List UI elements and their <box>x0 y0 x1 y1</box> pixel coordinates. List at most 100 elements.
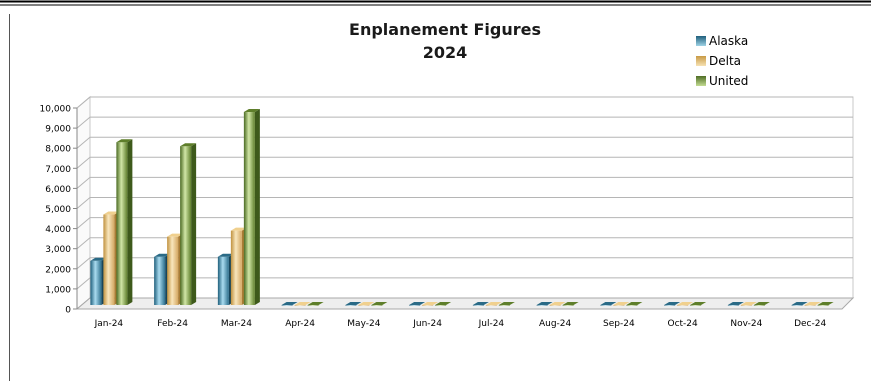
bar-alaska-Jul-24 <box>472 305 484 306</box>
bar-alaska-Jun-24 <box>409 305 421 306</box>
bar-top-united <box>753 302 770 305</box>
x-tick-label: May-24 <box>347 319 380 329</box>
legend-swatch-delta <box>696 56 706 66</box>
bar-top-delta <box>613 302 630 305</box>
bar-top-alaska <box>472 302 489 305</box>
x-tick-label: Jul-24 <box>478 319 505 329</box>
x-tick-label: Jun-24 <box>412 319 442 329</box>
bar-top-alaska <box>154 253 171 257</box>
bar-top-delta <box>103 211 120 215</box>
chart-floor <box>75 297 855 310</box>
bar-delta-Dec-24 <box>804 305 816 306</box>
bar-top-united <box>690 302 707 305</box>
bar-delta-Apr-24 <box>294 305 306 306</box>
chart-title-line-1: Enplanement Figures <box>349 20 541 39</box>
gridline <box>76 257 853 270</box>
bar-side-united <box>254 109 260 305</box>
x-tick-label: Sep-24 <box>603 319 635 329</box>
legend-swatch-alaska <box>696 36 706 46</box>
x-tick-label: Feb-24 <box>157 319 188 329</box>
legend-swatch-united <box>696 76 706 86</box>
bar-alaska-Oct-24 <box>664 305 676 306</box>
bar-top-united <box>307 302 324 305</box>
bar-top-united <box>498 302 515 305</box>
gridline <box>76 116 853 129</box>
y-tick-label: 2,000 <box>45 265 71 275</box>
bar-delta-Nov-24 <box>740 305 752 306</box>
y-tick-label: 9,000 <box>45 125 71 135</box>
bar-delta-May-24 <box>358 305 370 306</box>
bar-alaska-Apr-24 <box>281 305 293 306</box>
bar-delta-Jul-24 <box>485 305 497 306</box>
gridline <box>76 237 853 250</box>
bar-top-united <box>562 302 579 305</box>
chart-title-line-2: 2024 <box>422 43 468 62</box>
x-tick-label: Jan-24 <box>94 319 124 329</box>
bar-top-delta <box>485 302 502 305</box>
bar-alaska-Dec-24 <box>791 305 803 306</box>
bar-top-alaska <box>281 302 298 305</box>
bar-united-Dec-24 <box>817 305 829 306</box>
bar-alaska-Nov-24 <box>727 305 739 306</box>
x-tick-label: Oct-24 <box>667 319 698 329</box>
gridline <box>76 217 853 229</box>
bar-top-united <box>243 109 260 113</box>
bar-united-Oct-24 <box>690 305 702 306</box>
bar-delta-Aug-24 <box>549 305 561 306</box>
bar-alaska-Aug-24 <box>536 305 548 306</box>
bar-top-alaska <box>664 302 681 305</box>
bar-united-Jan-24 <box>116 142 128 305</box>
gridline <box>76 136 853 149</box>
legend-label-delta: Delta <box>709 54 742 68</box>
x-tick-label: Aug-24 <box>539 319 572 329</box>
bar-top-delta <box>422 302 439 305</box>
bar-delta-Oct-24 <box>677 305 689 306</box>
gridline <box>76 176 853 189</box>
bar-alaska-Jan-24 <box>90 260 102 305</box>
bar-top-alaska <box>600 302 617 305</box>
bar-delta-Jun-24 <box>422 305 434 306</box>
bar-united-Feb-24 <box>180 146 192 305</box>
bar-united-Jul-24 <box>498 305 510 306</box>
x-tick-label: Dec-24 <box>794 319 826 329</box>
bar-top-alaska <box>409 302 426 305</box>
bar-top-delta <box>230 227 247 231</box>
bar-top-united <box>371 302 388 305</box>
bar-alaska-Mar-24 <box>217 256 229 305</box>
legend-label-alaska: Alaska <box>709 34 749 48</box>
bar-top-alaska <box>90 257 107 261</box>
gridline <box>76 156 853 169</box>
bar-top-united <box>817 302 834 305</box>
bar-united-Aug-24 <box>562 305 574 306</box>
legend-item-delta: Delta <box>696 51 748 71</box>
y-tick-label: 1,000 <box>45 285 71 295</box>
bar-top-delta <box>549 302 566 305</box>
bar-alaska-May-24 <box>345 305 357 306</box>
bar-top-united <box>180 143 197 147</box>
y-tick-label: 8,000 <box>45 145 71 155</box>
bar-united-Apr-24 <box>307 305 319 306</box>
bar-united-Mar-24 <box>243 112 255 305</box>
y-tick-label: 0 <box>65 306 71 316</box>
x-tick-label: Nov-24 <box>730 319 762 329</box>
bar-top-delta <box>740 302 757 305</box>
bar-united-Sep-24 <box>626 305 638 306</box>
x-tick-label: Mar-24 <box>221 319 252 329</box>
bar-delta-Mar-24 <box>230 230 242 305</box>
bar-top-united <box>116 139 133 143</box>
bar-united-Nov-24 <box>753 305 765 306</box>
x-tick-label: Apr-24 <box>285 319 315 329</box>
bar-side-united <box>191 143 197 305</box>
bar-top-delta <box>677 302 694 305</box>
legend-item-alaska: Alaska <box>696 31 748 51</box>
bar-delta-Sep-24 <box>613 305 625 306</box>
bar-top-delta <box>294 302 311 305</box>
y-tick-label: 10,000 <box>40 105 72 115</box>
bar-top-united <box>435 302 452 305</box>
legend: Alaska Delta United <box>696 31 748 91</box>
bar-top-united <box>626 302 643 305</box>
y-tick-label: 6,000 <box>45 185 71 195</box>
legend-label-united: United <box>709 74 749 88</box>
